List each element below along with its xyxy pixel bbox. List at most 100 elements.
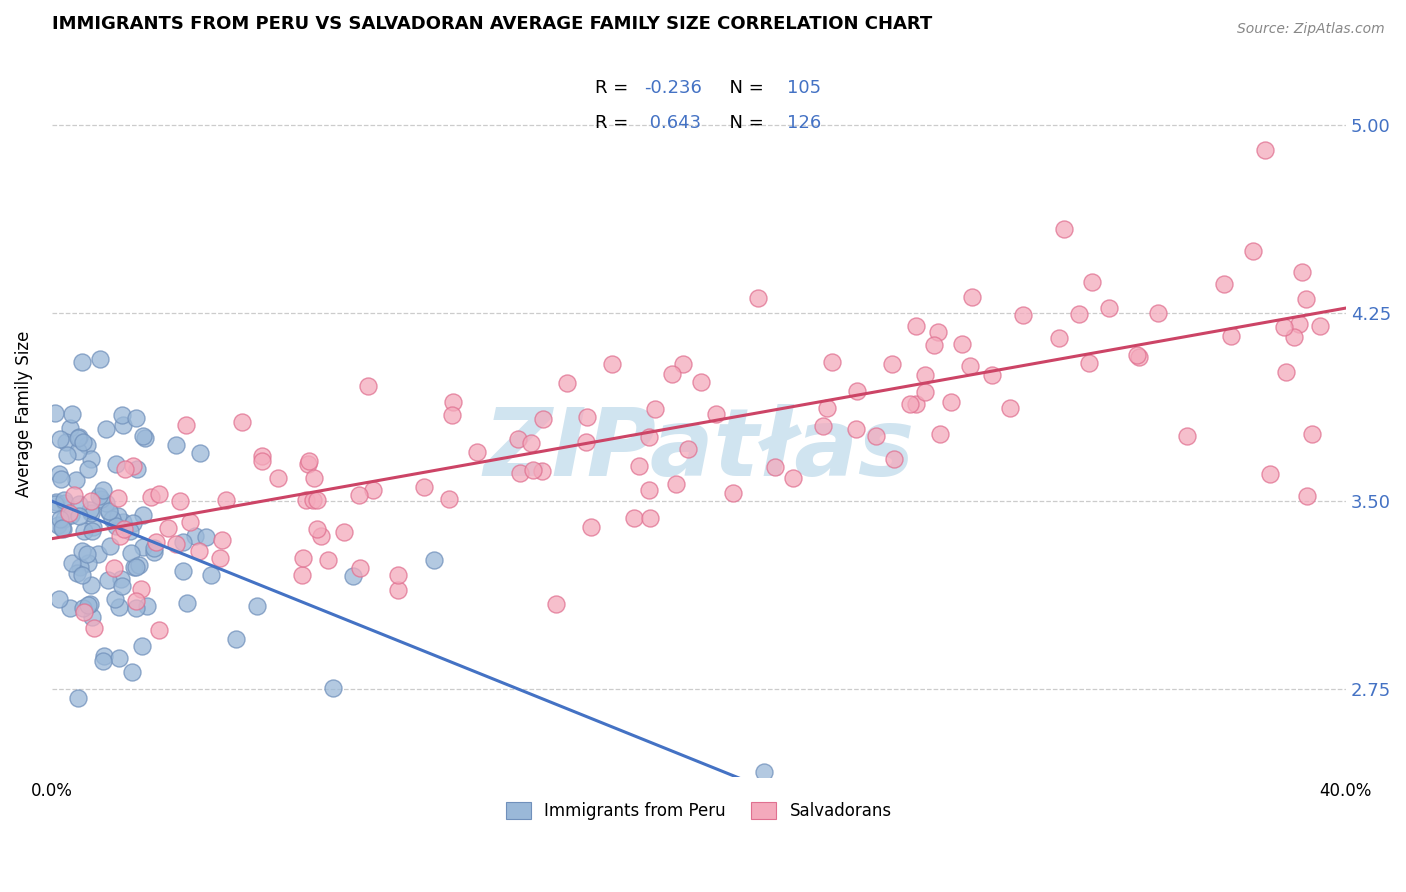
Point [318, 552, 340, 566]
Point [250, 454, 273, 468]
Point [124, 600, 146, 615]
Point [145, 534, 167, 549]
Point [690, 375, 713, 389]
Point [1275, 366, 1298, 380]
Point [120, 546, 142, 560]
Point [65, 566, 87, 581]
Point [82, 524, 104, 539]
Point [83, 621, 105, 635]
Point [111, 516, 134, 530]
Point [44, 406, 66, 420]
Point [132, 541, 155, 555]
Point [950, 336, 973, 351]
Point [1098, 301, 1121, 315]
Point [676, 442, 699, 457]
Point [108, 600, 131, 615]
Point [704, 407, 727, 421]
Point [846, 384, 869, 398]
Point [225, 632, 247, 646]
Point [387, 568, 409, 582]
Point [93, 649, 115, 664]
Point [59, 421, 82, 435]
Point [959, 359, 981, 373]
Point [73, 605, 96, 619]
Point [55, 434, 77, 449]
Point [579, 519, 602, 533]
Point [437, 491, 460, 506]
Point [111, 579, 134, 593]
Point [623, 511, 645, 525]
Point [305, 522, 328, 536]
Point [441, 394, 464, 409]
Point [94, 422, 117, 436]
Point [981, 368, 1004, 382]
Point [118, 524, 141, 538]
Point [664, 476, 686, 491]
Point [165, 438, 187, 452]
Point [904, 397, 927, 411]
Point [544, 598, 567, 612]
Point [98, 504, 121, 518]
Point [134, 431, 156, 445]
Point [297, 457, 319, 471]
Point [880, 357, 903, 371]
Point [69, 560, 91, 574]
Point [924, 337, 946, 351]
Point [139, 490, 162, 504]
Point [132, 508, 155, 522]
Point [59, 600, 82, 615]
Point [122, 516, 145, 530]
Point [1291, 265, 1313, 279]
Point [101, 512, 124, 526]
Point [52, 523, 75, 537]
Point [187, 544, 209, 558]
Point [122, 559, 145, 574]
Point [91, 483, 114, 497]
Point [865, 429, 887, 443]
Point [1147, 306, 1170, 320]
Point [520, 436, 543, 450]
Point [423, 552, 446, 566]
Point [250, 450, 273, 464]
Point [87, 489, 110, 503]
Point [87, 547, 110, 561]
Point [1175, 429, 1198, 443]
Point [506, 432, 529, 446]
Point [1254, 143, 1277, 157]
Point [309, 529, 332, 543]
Point [48, 512, 70, 526]
Point [76, 547, 98, 561]
Point [291, 567, 314, 582]
Point [1296, 489, 1319, 503]
Point [82, 520, 104, 534]
Text: 105: 105 [787, 79, 821, 97]
Point [70, 544, 93, 558]
Point [509, 467, 531, 481]
Point [72, 600, 94, 615]
Point [1011, 308, 1033, 322]
Point [763, 460, 786, 475]
Point [661, 367, 683, 381]
Point [121, 665, 143, 679]
Point [60, 508, 83, 522]
Point [63, 487, 86, 501]
Point [97, 573, 120, 587]
Point [104, 458, 127, 472]
Point [468, 782, 491, 797]
Point [97, 505, 120, 519]
Point [1067, 307, 1090, 321]
Point [94, 496, 117, 510]
Text: R =: R = [595, 79, 634, 97]
Point [1081, 275, 1104, 289]
Point [56, 448, 79, 462]
Point [1288, 317, 1310, 331]
Point [108, 650, 131, 665]
Point [58, 507, 80, 521]
Point [98, 539, 121, 553]
Point [125, 462, 148, 476]
Point [143, 545, 166, 559]
Point [67, 444, 90, 458]
Point [51, 521, 73, 535]
Point [55, 496, 77, 510]
Point [1047, 331, 1070, 345]
